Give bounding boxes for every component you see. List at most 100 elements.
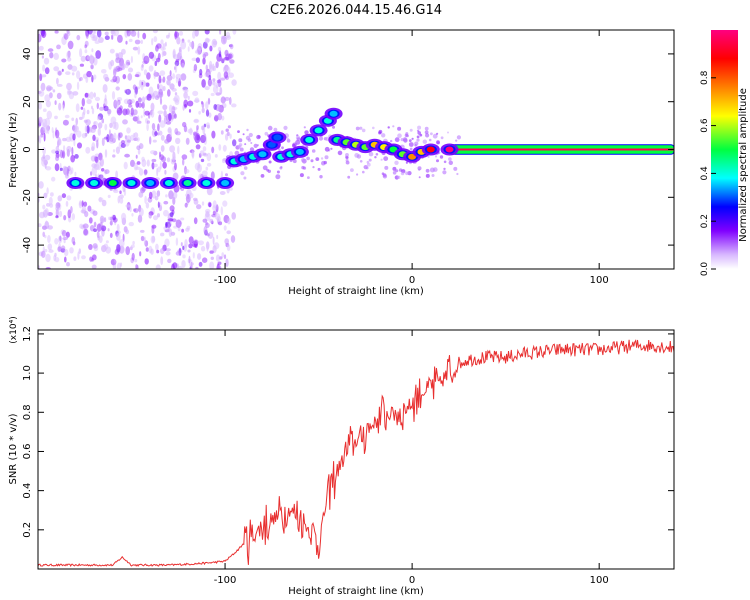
noise-speck xyxy=(41,74,47,78)
noise-speck xyxy=(215,82,219,89)
noise-speck xyxy=(164,169,167,175)
noise-speck xyxy=(54,163,60,172)
noise-speck xyxy=(151,38,154,46)
noise-speck xyxy=(57,70,62,76)
noise-speck xyxy=(152,139,157,143)
noise-speck xyxy=(70,154,76,163)
noise-speck xyxy=(229,59,235,64)
noise-speck xyxy=(164,139,170,144)
noise-speck xyxy=(187,249,191,253)
noise-speck xyxy=(71,213,76,221)
noise-speck xyxy=(209,218,214,224)
noise-speck xyxy=(51,149,57,154)
noise-speck xyxy=(185,137,190,145)
noise-speck xyxy=(65,200,69,207)
noise-speck xyxy=(157,166,161,173)
noise-speck xyxy=(375,153,379,156)
noise-speck xyxy=(187,46,190,52)
noise-speck xyxy=(306,156,310,161)
noise-speck xyxy=(439,155,444,159)
noise-speck xyxy=(250,142,253,144)
noise-speck xyxy=(378,131,382,135)
noise-speck xyxy=(70,206,73,214)
noise-speck xyxy=(199,174,203,178)
noise-speck xyxy=(161,50,164,58)
noise-speck xyxy=(47,235,51,243)
noise-speck xyxy=(220,77,226,81)
noise-speck xyxy=(417,125,422,130)
noise-speck xyxy=(139,251,142,257)
noise-speck xyxy=(168,112,172,122)
noise-speck xyxy=(179,31,184,36)
y-tick-label: 1.2 xyxy=(22,326,33,342)
noise-speck xyxy=(213,242,220,250)
noise-speck xyxy=(63,215,67,221)
noise-speck xyxy=(40,82,46,92)
noise-speck xyxy=(187,95,190,100)
noise-speck xyxy=(61,58,67,63)
noise-speck xyxy=(40,133,44,138)
noise-speck xyxy=(212,40,218,46)
noise-speck xyxy=(51,127,54,133)
noise-speck xyxy=(455,139,458,142)
noise-speck xyxy=(359,126,363,130)
noise-speck xyxy=(301,165,305,170)
noise-speck xyxy=(160,134,165,141)
noise-speck xyxy=(71,117,75,122)
colorbar-ticks: 0.0 0.2 0.4 0.6 0.8 xyxy=(700,70,716,276)
noise-speck xyxy=(56,44,61,50)
noise-speck xyxy=(101,168,105,172)
noise-speck xyxy=(99,215,105,224)
noise-speck xyxy=(95,161,102,171)
noise-speck xyxy=(86,109,90,115)
noise-speck xyxy=(183,99,188,108)
noise-speck xyxy=(90,65,94,69)
noise-speck xyxy=(77,142,82,149)
noise-speck xyxy=(141,101,145,109)
noise-speck xyxy=(101,69,107,74)
noise-speck xyxy=(78,200,83,209)
y-tick-label: 0.8 xyxy=(22,404,33,420)
noise-speck xyxy=(324,136,330,142)
noise-speck xyxy=(130,107,134,116)
noise-speck xyxy=(177,227,181,232)
noise-speck xyxy=(86,125,90,134)
noise-speck xyxy=(174,92,178,96)
noise-speck xyxy=(193,199,199,205)
noise-speck xyxy=(163,43,167,47)
noise-speck xyxy=(45,100,52,108)
noise-speck xyxy=(96,30,102,38)
noise-speck xyxy=(181,154,188,160)
noise-speck xyxy=(195,57,200,63)
noise-speck xyxy=(262,165,268,171)
noise-speck xyxy=(387,126,390,129)
noise-speck xyxy=(127,73,133,81)
noise-speck xyxy=(292,159,297,164)
noise-speck xyxy=(91,166,98,176)
noise-speck xyxy=(126,89,129,93)
noise-speck xyxy=(156,190,161,197)
noise-speck xyxy=(45,220,48,226)
ridge-peak xyxy=(314,127,323,134)
noise-speck xyxy=(155,45,159,52)
noise-speck xyxy=(121,212,127,222)
noise-speck xyxy=(182,245,185,251)
noise-speck xyxy=(222,158,226,164)
noise-speck xyxy=(447,131,449,134)
noise-speck xyxy=(208,74,212,80)
noise-speck xyxy=(65,231,70,238)
noise-speck xyxy=(148,86,154,95)
noise-speck xyxy=(180,40,187,50)
noise-speck xyxy=(427,155,430,158)
noise-speck xyxy=(106,134,110,143)
noise-speck xyxy=(150,235,156,244)
noise-speck xyxy=(99,222,103,229)
noise-speck xyxy=(124,153,130,158)
noise-speck xyxy=(181,228,185,233)
noise-speck xyxy=(108,138,115,144)
noise-speck xyxy=(46,203,51,207)
noise-speck xyxy=(112,149,116,153)
noise-speck xyxy=(145,247,149,252)
noise-speck xyxy=(55,205,60,212)
noise-speck xyxy=(260,174,265,178)
